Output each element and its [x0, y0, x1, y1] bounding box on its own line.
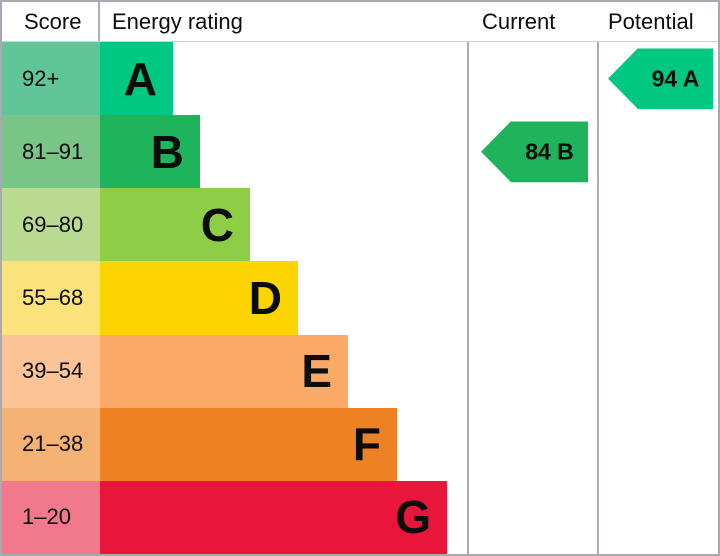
- score-range-cell: 39–54: [2, 334, 100, 408]
- score-range-cell: 21–38: [2, 407, 100, 481]
- band-letter: F: [352, 418, 381, 471]
- rating-arrow-label: 94 A: [651, 65, 700, 92]
- band-rows-area: 92+ A 94 A 81–91 B 84 B 69–80 C 55–68 D: [2, 42, 718, 554]
- current-column-header: Current: [465, 2, 595, 41]
- band-bar-f: F: [100, 407, 397, 481]
- band-bar-d: D: [100, 261, 298, 335]
- band-letter: G: [395, 491, 431, 544]
- band-bar-c: C: [100, 188, 250, 262]
- band-letter: C: [200, 198, 234, 251]
- score-range-cell: 55–68: [2, 261, 100, 335]
- band-row: 55–68 D: [2, 261, 718, 335]
- energy-rating-column-header: Energy rating: [100, 2, 465, 41]
- current-column-header-label: Current: [482, 8, 556, 34]
- score-range-label: 55–68: [22, 284, 84, 310]
- band-row: 21–38 F: [2, 407, 718, 481]
- band-row: 39–54 E: [2, 334, 718, 408]
- score-range-label: 69–80: [22, 211, 84, 237]
- band-letter: D: [248, 271, 282, 324]
- score-range-label: 92+: [22, 65, 60, 91]
- score-range-label: 39–54: [22, 358, 84, 384]
- score-range-cell: 1–20: [2, 480, 100, 554]
- band-bar-a: A: [100, 42, 173, 116]
- band-row: 92+ A 94 A: [2, 42, 718, 116]
- score-range-label: 21–38: [22, 431, 84, 457]
- score-column-header-label: Score: [24, 8, 82, 34]
- score-range-cell: 92+: [2, 42, 100, 116]
- band-row: 1–20 G: [2, 480, 718, 554]
- band-bar-b: B: [100, 115, 200, 189]
- rating-arrow-current: 84 B: [481, 121, 588, 183]
- rating-arrow-label: 84 B: [525, 138, 574, 165]
- score-column-header: Score: [2, 2, 100, 41]
- band-bar-g: G: [100, 480, 447, 554]
- band-bar-e: E: [100, 334, 348, 408]
- divider-rating-current: [467, 2, 469, 554]
- chart-header: Score Energy rating Current Potential: [2, 2, 718, 42]
- energy-rating-column-header-label: Energy rating: [112, 8, 243, 34]
- band-letter: E: [301, 345, 332, 398]
- score-range-label: 81–91: [22, 138, 84, 164]
- rating-arrow-potential: 94 A: [608, 48, 713, 110]
- score-range-cell: 81–91: [2, 115, 100, 189]
- band-letter: A: [123, 52, 157, 105]
- score-range-label: 1–20: [22, 504, 71, 530]
- band-row: 81–91 B 84 B: [2, 115, 718, 189]
- divider-current-potential: [597, 2, 599, 554]
- score-range-cell: 69–80: [2, 188, 100, 262]
- potential-column-header: Potential: [595, 2, 718, 41]
- band-letter: B: [150, 125, 184, 178]
- potential-column-header-label: Potential: [608, 8, 694, 34]
- band-row: 69–80 C: [2, 188, 718, 262]
